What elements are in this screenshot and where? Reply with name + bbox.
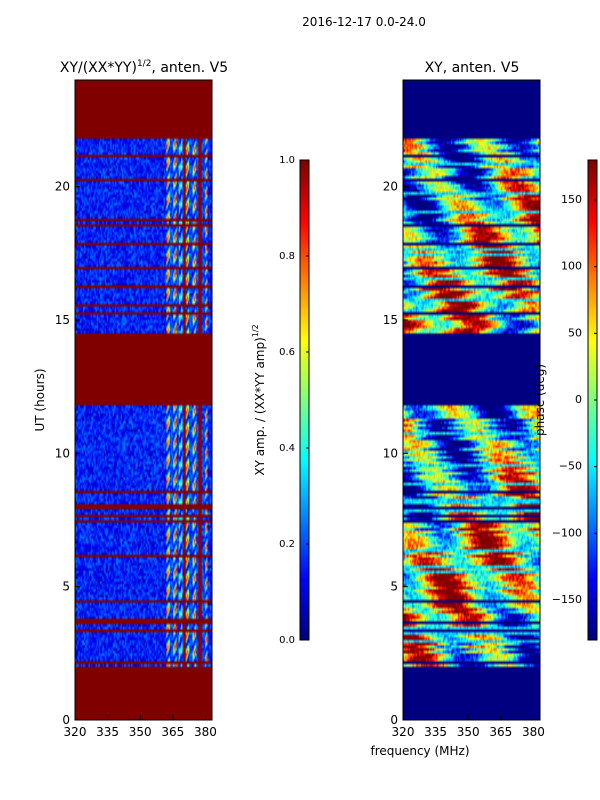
amp-colorbar-image <box>300 160 309 640</box>
colorbar-tick-label: −100 <box>552 526 582 539</box>
y-tick-label: 0 <box>62 713 70 727</box>
x-tick-label: 335 <box>96 725 119 739</box>
y-tick-label: 15 <box>383 313 398 327</box>
amp-panel: XY/(XX*YY)1/2, anten. V5 320 335 350 365 380… <box>33 59 228 739</box>
x-tick-label: 365 <box>161 725 184 739</box>
phase-heatmap-image <box>403 80 540 720</box>
x-tick-label: 320 <box>64 725 87 739</box>
amp-colorbar-label: XY amp. / (XX*YY amp)1/2 <box>251 324 267 475</box>
x-tick-label: 335 <box>424 725 447 739</box>
colorbar-tick-label: 1.0 <box>279 155 295 166</box>
y-tick-label: 0 <box>390 713 398 727</box>
y-tick-label: 10 <box>55 446 70 460</box>
colorbar-tick-label: 150 <box>561 193 582 206</box>
amp-axes: 320 335 350 365 380 0 5 10 15 20 <box>55 180 217 739</box>
y-tick-label: 20 <box>55 180 70 194</box>
y-tick-label: 15 <box>55 313 70 327</box>
x-tick-label: 380 <box>522 725 545 739</box>
colorbar-tick-label: 100 <box>561 260 582 273</box>
amp-cb-label-main: XY amp. / (XX*YY amp) <box>253 337 267 475</box>
colorbar-tick-label: 50 <box>568 326 582 339</box>
y-tick-label: 10 <box>383 446 398 460</box>
colorbar-tick-label: 0.6 <box>279 347 295 358</box>
x-tick-label: 380 <box>194 725 217 739</box>
amp-colorbar-frame <box>299 159 310 641</box>
phase-colorbar-axes: 150 100 50 0 −50 −100 −150 <box>552 193 597 606</box>
colorbar-tick-label: 0.2 <box>279 539 295 550</box>
x-tick-label: 320 <box>392 725 415 739</box>
phase-plot-frame <box>402 79 541 721</box>
x-tick-label: 365 <box>489 725 512 739</box>
phase-colorbar-label: phase (deg) <box>533 364 547 436</box>
amp-heatmap-image <box>75 80 212 720</box>
amp-ylabel: UT (hours) <box>33 368 47 431</box>
phase-panel-title: XY, anten. V5 <box>425 60 520 76</box>
amp-title-sup: 1/2 <box>137 59 151 69</box>
phase-colorbar-image <box>588 160 597 640</box>
x-tick-label: 350 <box>457 725 480 739</box>
amp-title-suffix: , anten. V5 <box>151 60 228 76</box>
amp-colorbar: 0.0 0.2 0.4 0.6 0.8 1.0 XY amp. / (XX*YY amp)… <box>251 155 310 646</box>
y-tick-label: 5 <box>390 580 398 594</box>
figure-title: 2016-12-17 0.0-24.0 <box>302 15 426 29</box>
colorbar-tick-label: 0 <box>575 393 582 406</box>
amp-title-main: XY/(XX*YY) <box>60 60 137 76</box>
y-tick-label: 20 <box>383 180 398 194</box>
colorbar-tick-label: 0.0 <box>279 635 295 646</box>
colorbar-tick-label: 0.8 <box>279 251 295 262</box>
colorbar-tick-label: −150 <box>552 593 582 606</box>
phase-colorbar: phase (deg) 150 100 50 0 −50 −100 −150 <box>533 159 598 641</box>
y-tick-label: 5 <box>62 580 70 594</box>
phase-axes: 320 335 350 365 380 0 5 10 15 20 <box>383 180 545 739</box>
amp-colorbar-axes: 0.0 0.2 0.4 0.6 0.8 1.0 <box>279 155 309 646</box>
amp-plot-frame <box>74 79 213 721</box>
amp-panel-title: XY/(XX*YY)1/2, anten. V5 <box>60 59 228 76</box>
phase-xlabel: frequency (MHz) <box>370 744 469 758</box>
amp-cb-label-sup: 1/2 <box>251 324 260 337</box>
phase-panel: XY, anten. V5 320 335 350 365 380 0 5 10 15 20 fr… <box>370 60 544 758</box>
x-tick-label: 350 <box>129 725 152 739</box>
colorbar-tick-label: −50 <box>559 460 582 473</box>
colorbar-tick-label: 0.4 <box>279 443 295 454</box>
